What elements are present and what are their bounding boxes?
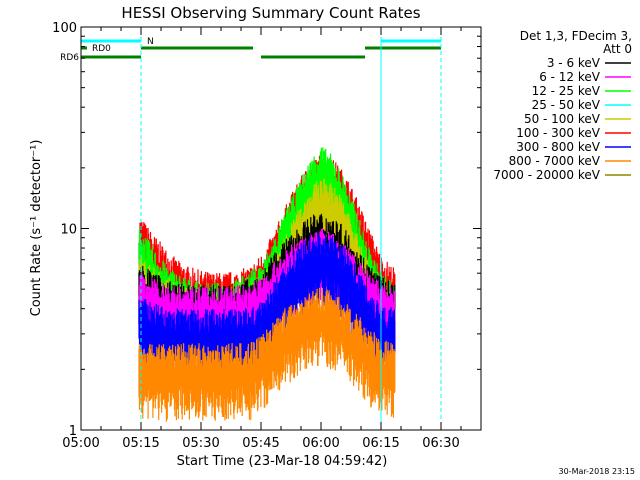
series-3-point bbox=[355, 271, 359, 275]
series-6-point bbox=[247, 367, 251, 371]
legend-label: 12 - 25 keV bbox=[532, 84, 601, 98]
status-label-RD0: RD0 bbox=[92, 44, 111, 54]
legend-label: 300 - 800 keV bbox=[516, 140, 600, 154]
series-5-point bbox=[355, 291, 359, 295]
series-5-point bbox=[211, 332, 215, 336]
y-tick-label: 100 bbox=[52, 21, 77, 36]
y-tick-label: 1 bbox=[69, 424, 77, 439]
series-6-point bbox=[355, 338, 359, 342]
series-5-point bbox=[139, 321, 143, 325]
series-5-point bbox=[307, 260, 311, 264]
series-6-point bbox=[187, 367, 191, 371]
series-6-point bbox=[343, 326, 347, 330]
legend-header-line2: Att 0 bbox=[603, 42, 632, 56]
series-5-point bbox=[319, 255, 323, 259]
series-6-point bbox=[283, 332, 287, 336]
series-1-point bbox=[331, 180, 335, 184]
y-tick-label: 10 bbox=[60, 223, 77, 238]
footer-timestamp: 30-Mar-2018 23:15 bbox=[559, 467, 636, 476]
series-5-point bbox=[391, 332, 395, 336]
series-5-point bbox=[247, 332, 251, 336]
series-4-point bbox=[367, 296, 371, 300]
series-6-point bbox=[331, 316, 335, 320]
series-6-point bbox=[271, 344, 275, 348]
legend-label: 800 - 7000 keV bbox=[509, 154, 601, 168]
series-2-point bbox=[307, 214, 311, 218]
series-6-point bbox=[175, 367, 179, 371]
series-6-point bbox=[163, 367, 167, 371]
series-6-point bbox=[235, 367, 239, 371]
series-6-point bbox=[211, 367, 215, 371]
x-tick-label: 05:15 bbox=[122, 436, 159, 451]
series-5-point bbox=[367, 311, 371, 315]
series-4-point bbox=[163, 307, 167, 311]
series-5-point bbox=[163, 332, 167, 336]
series-2-point bbox=[319, 200, 323, 204]
y-axis-label: Count Rate (s⁻¹ detector⁻¹) bbox=[29, 140, 44, 317]
series-4-point bbox=[247, 307, 251, 311]
legend-label: 50 - 100 keV bbox=[524, 112, 601, 126]
series-1-point bbox=[319, 168, 323, 172]
series-1-point bbox=[283, 236, 287, 240]
x-tick-label: 05:30 bbox=[182, 436, 219, 451]
series-1-point bbox=[307, 185, 311, 189]
legend-label: 3 - 6 keV bbox=[547, 56, 601, 70]
series-5-point bbox=[283, 287, 287, 291]
status-label-RD6: RD6 bbox=[60, 53, 79, 63]
series-6-point bbox=[319, 311, 323, 315]
data-layer bbox=[138, 147, 396, 422]
series-5-point bbox=[199, 332, 203, 336]
series-6-point bbox=[259, 359, 263, 363]
series-6-point bbox=[151, 367, 155, 371]
series-6-point bbox=[307, 316, 311, 320]
series-6-line bbox=[141, 311, 394, 371]
series-6-point bbox=[295, 324, 299, 327]
y-axis: 1 10 100 bbox=[52, 21, 481, 439]
legend-label: 6 - 12 keV bbox=[539, 70, 601, 84]
series-5-point bbox=[271, 307, 275, 311]
series-5-point bbox=[223, 332, 227, 336]
status-label-N: N bbox=[147, 37, 154, 47]
series-1-point bbox=[343, 204, 347, 207]
series-4-point bbox=[187, 311, 191, 315]
series-5-point bbox=[295, 271, 299, 275]
series-5-point bbox=[343, 271, 347, 275]
series-6-point bbox=[223, 367, 227, 371]
series-5-point bbox=[175, 332, 179, 336]
x-tick-label: 06:30 bbox=[422, 436, 459, 451]
series-2-point bbox=[343, 227, 347, 230]
series-4-point bbox=[151, 302, 155, 306]
legend-label: 100 - 300 keV bbox=[516, 126, 600, 140]
series-6-point bbox=[199, 367, 203, 371]
series-5-point bbox=[235, 332, 239, 336]
x-tick-label: 06:00 bbox=[302, 436, 339, 451]
x-tick-label: 06:15 bbox=[362, 436, 399, 451]
x-axis: 05:00 05:15 05:30 05:45 06:00 06:15 06:30 bbox=[62, 27, 482, 451]
series-6-point bbox=[391, 367, 395, 371]
series-1-point bbox=[139, 252, 143, 256]
chart-title: HESSI Observing Summary Count Rates bbox=[121, 4, 420, 22]
legend-header-line1: Det 1,3, FDecim 3, bbox=[520, 29, 632, 43]
series-5-point bbox=[151, 326, 155, 330]
x-axis-label: Start Time (23-Mar-18 04:59:42) bbox=[177, 454, 388, 469]
series-2-point bbox=[331, 207, 335, 211]
series-5-point bbox=[187, 332, 191, 336]
status-bars: N RD0 RD6 bbox=[60, 37, 441, 63]
series-5-line bbox=[140, 255, 394, 336]
series-5-point bbox=[331, 260, 335, 264]
x-tick-label: 05:00 bbox=[62, 436, 99, 451]
legend-label: 7000 - 20000 keV bbox=[493, 168, 600, 182]
series-6-point bbox=[367, 351, 371, 355]
series-4-point bbox=[199, 311, 203, 315]
legend-label: 25 - 50 keV bbox=[532, 98, 601, 112]
series-5-point bbox=[259, 326, 263, 330]
x-tick-label: 05:45 bbox=[242, 436, 279, 451]
